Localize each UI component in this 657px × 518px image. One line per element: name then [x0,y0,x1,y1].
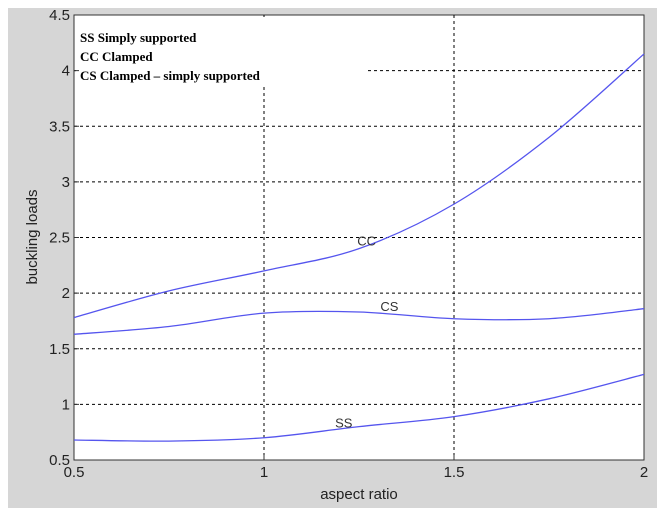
series-lines [73,53,645,442]
x-tick-label: 0.5 [64,464,85,481]
y-tick-label: 0.5 [49,452,70,469]
y-tick-label: 3 [62,174,70,191]
y-tick-label: 1.5 [49,341,70,358]
y-tick-label: 4.5 [49,7,70,24]
y-axis-label: buckling loads [24,189,41,284]
legend-entry-cs: CS Clamped – simply supported [80,68,261,83]
legend: SS Simply supported CC Clamped CS Clampe… [80,30,261,83]
legend-entry-ss: SS Simply supported [80,30,197,45]
y-tick-label: 4 [62,63,70,80]
series-line-cc [73,53,645,319]
tick-labels: 0.5 1 1.5 2 0.5 1 1.5 2 2.5 3 3.5 4 4.5 [49,7,648,481]
series-line-cs [73,308,645,335]
y-tick-label: 3.5 [49,118,70,135]
curve-label-cs: CS [380,299,398,314]
series-line-ss [73,373,645,442]
y-tick-label: 2.5 [49,230,70,247]
y-tick-label: 2 [62,285,70,302]
curve-labels: CC CS SS [335,233,399,430]
grid-lines [74,15,644,460]
legend-background [76,17,366,87]
curve-label-ss: SS [335,416,353,431]
y-tick-label: 1 [62,396,70,413]
curve-label-cc: CC [357,233,376,248]
legend-entry-cc: CC Clamped [80,49,153,64]
x-tick-label: 2 [640,464,648,481]
x-axis-label: aspect ratio [320,486,398,503]
x-tick-label: 1 [260,464,268,481]
x-tick-label: 1.5 [444,464,465,481]
